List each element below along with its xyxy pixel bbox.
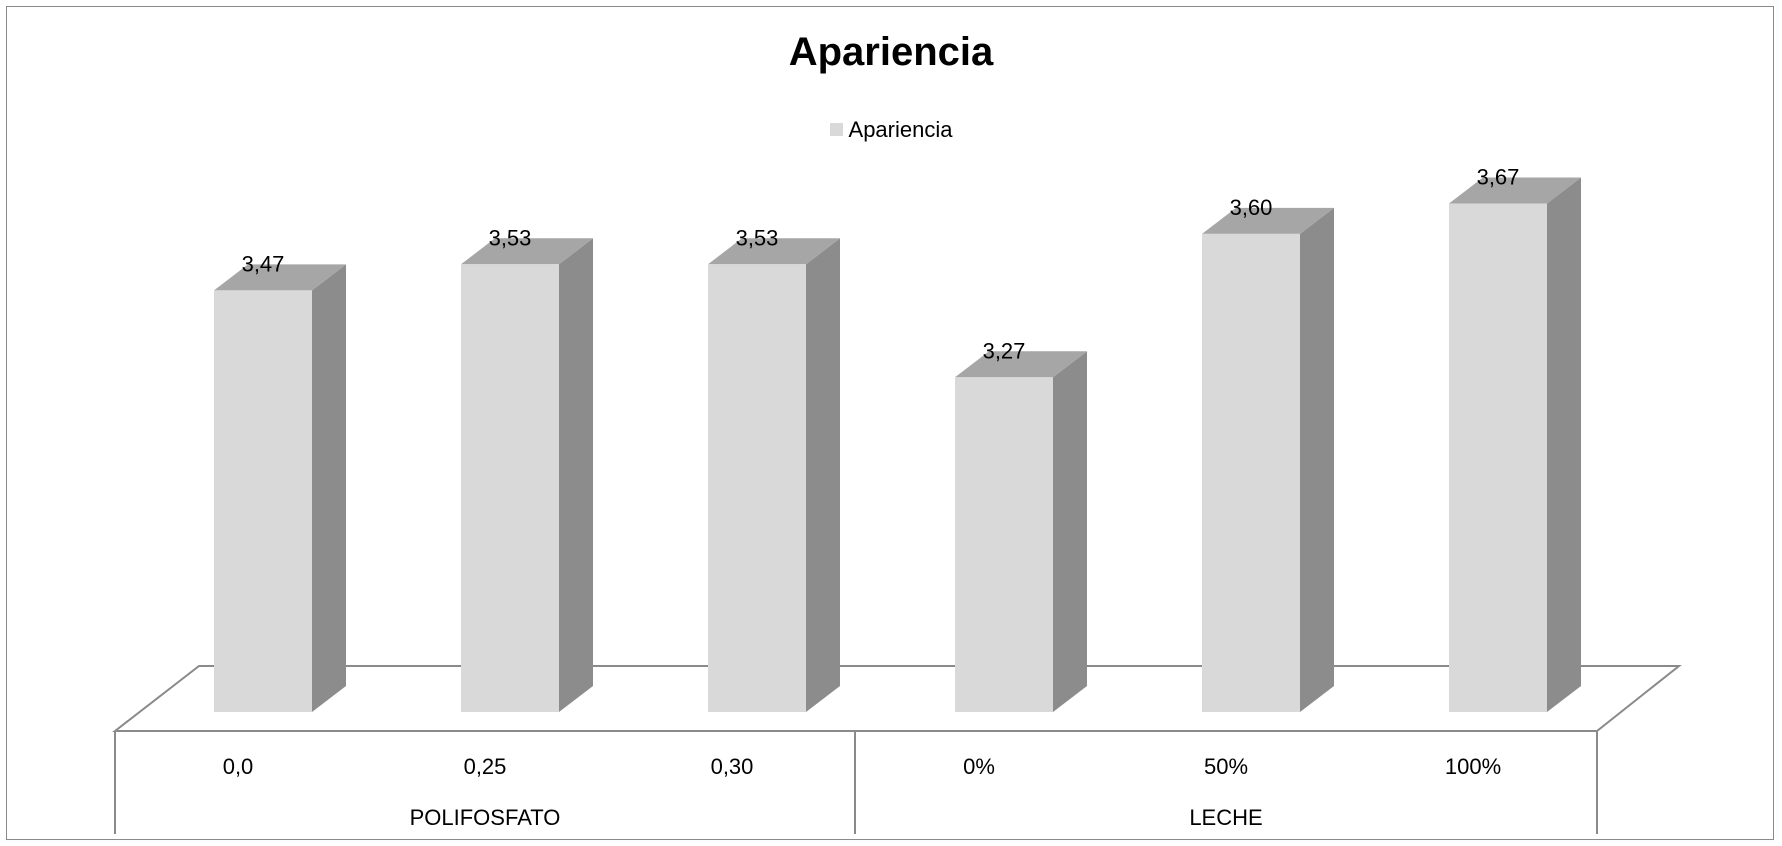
bar-side bbox=[1547, 177, 1581, 712]
bar-top bbox=[708, 238, 840, 265]
bar-side bbox=[1053, 351, 1087, 712]
bar bbox=[1449, 203, 1547, 712]
bar-side bbox=[806, 238, 840, 712]
legend-swatch bbox=[829, 122, 843, 136]
floor-plane bbox=[112, 665, 1682, 732]
bar bbox=[461, 264, 559, 712]
bar-top bbox=[461, 238, 593, 265]
data-label: 3,67 bbox=[1477, 164, 1520, 189]
bar-side bbox=[1300, 207, 1334, 712]
chart-title: Apariencia bbox=[788, 30, 994, 74]
group-label: LECHE bbox=[1189, 805, 1262, 830]
bar-top bbox=[1449, 177, 1581, 204]
legend: Apariencia bbox=[0, 117, 1782, 143]
bar-top bbox=[214, 264, 346, 291]
data-label: 3,27 bbox=[983, 338, 1026, 363]
bar-side bbox=[312, 264, 346, 712]
bar-side bbox=[559, 238, 593, 712]
bar bbox=[708, 264, 806, 712]
bar bbox=[214, 290, 312, 712]
bar-top bbox=[955, 351, 1087, 378]
x-tick-label: 50% bbox=[1204, 754, 1248, 779]
group-label: POLIFOSFATO bbox=[410, 805, 561, 830]
data-label: 3,53 bbox=[736, 225, 779, 250]
x-tick-label: 0% bbox=[963, 754, 995, 779]
x-tick-label: 0,0 bbox=[223, 754, 254, 779]
x-tick-label: 0,30 bbox=[711, 754, 754, 779]
bar bbox=[955, 377, 1053, 712]
x-tick-label: 0,25 bbox=[464, 754, 507, 779]
bar bbox=[1202, 233, 1300, 712]
data-label: 3,53 bbox=[489, 225, 532, 250]
data-label: 3,47 bbox=[242, 251, 285, 276]
x-tick-label: 100% bbox=[1445, 754, 1501, 779]
legend-label: Apariencia bbox=[848, 117, 953, 142]
bar-top bbox=[1202, 207, 1334, 234]
data-label: 3,60 bbox=[1230, 195, 1273, 220]
